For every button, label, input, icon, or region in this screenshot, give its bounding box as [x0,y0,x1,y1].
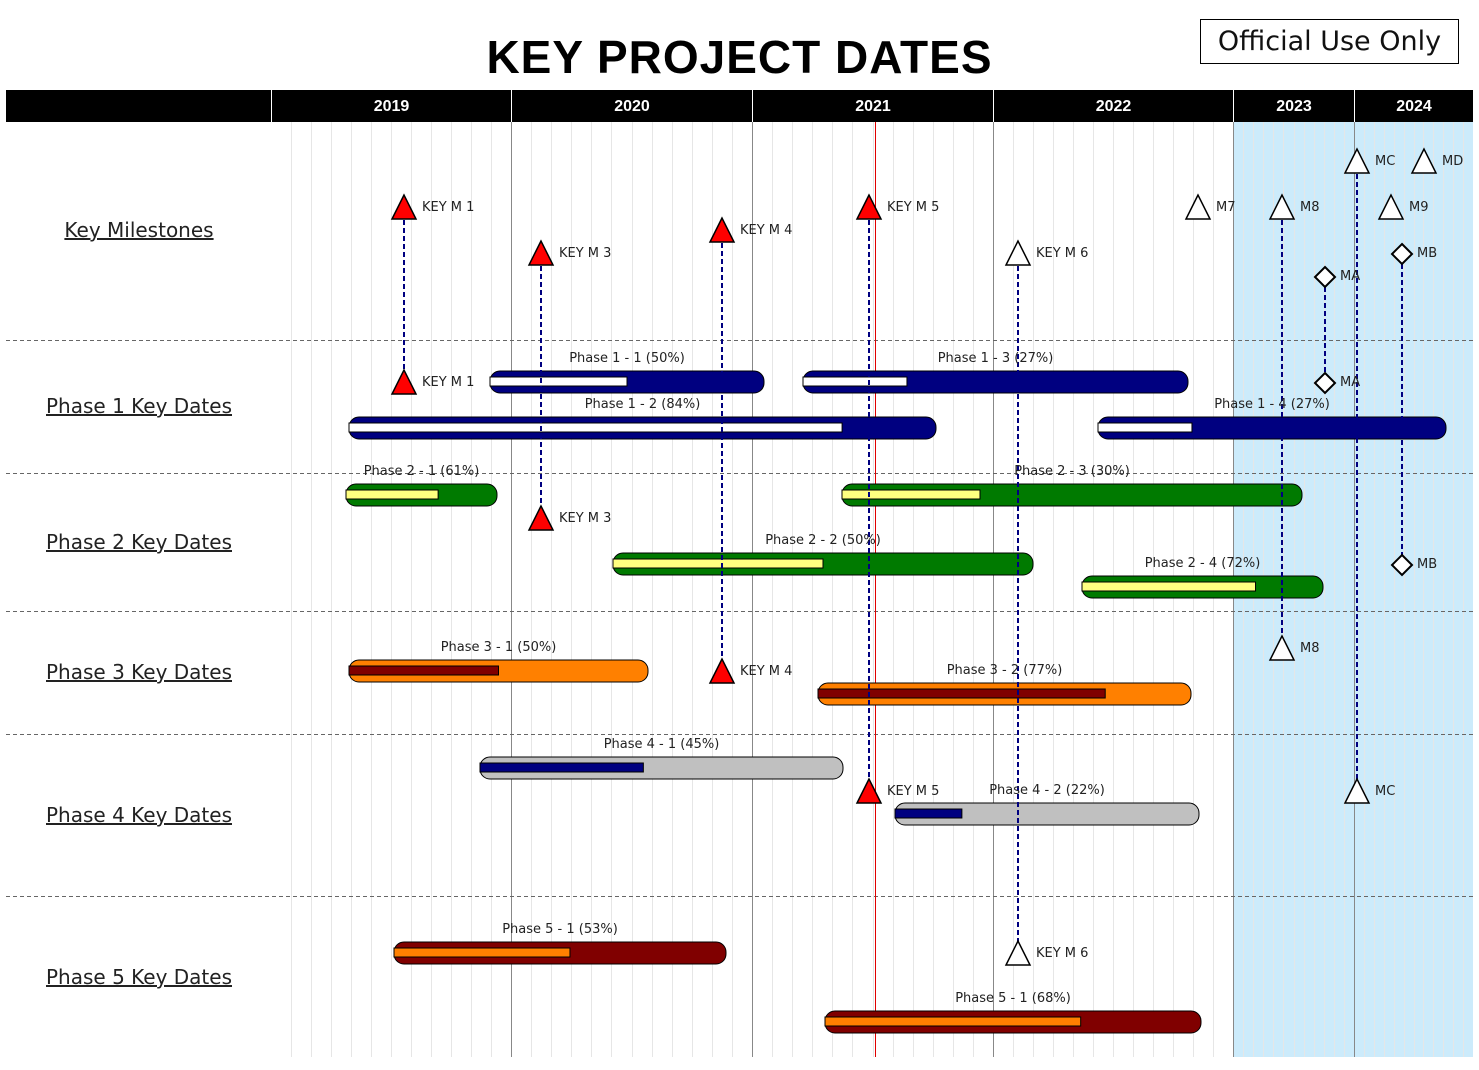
task-progress-bar [1081,581,1257,592]
year-header-2020: 2020 [511,90,752,122]
milestone-label: MA [1340,375,1361,390]
task-bar-label: Phase 2 - 3 (30%) [1014,464,1130,479]
milestone-diamond-icon [1390,242,1414,266]
task-progress-bar [894,808,963,819]
milestone-triangle-icon [1004,939,1032,966]
milestone-label: M7 [1216,200,1236,215]
row-label: Key Milestones [64,218,214,242]
milestone-label: MB [1417,246,1438,261]
task-bar-label: Phase 3 - 1 (50%) [440,640,557,655]
milestone-label: MB [1417,557,1438,572]
milestone-label: KEY M 3 [559,246,612,261]
task-bar-label: Phase 1 - 1 (50%) [569,351,685,366]
milestone-triangle-icon [708,216,736,243]
milestone-label: KEY M 4 [740,664,793,679]
task-progress-bar [841,489,981,500]
year-header-2024: 2024 [1354,90,1473,122]
milestone-triangle-icon [855,777,883,804]
task-progress-bar [348,422,843,433]
row-label: Phase 2 Key Dates [46,530,232,554]
milestone-triangle-icon [855,193,883,220]
task-progress-bar [345,489,439,500]
year-header-2021: 2021 [752,90,993,122]
task-progress-bar [824,1016,1082,1027]
gantt-plot-area [6,122,1473,1057]
milestone-triangle-icon [527,504,555,531]
task-bar-label: Phase 1 - 3 (27%) [937,351,1054,366]
chart-title: KEY PROJECT DATES [486,31,993,83]
milestone-triangle-icon [390,368,418,395]
milestone-diamond-icon [1313,371,1337,395]
milestone-label: KEY M 4 [740,223,793,238]
task-bar-label: Phase 2 - 2 (50%) [765,533,881,548]
milestone-label: MC [1375,784,1396,799]
milestone-label: KEY M 6 [1036,946,1089,961]
task-progress-bar [817,688,1106,699]
milestone-triangle-icon [1268,193,1296,220]
milestone-label: MA [1340,269,1361,284]
milestone-triangle-icon [1268,634,1296,661]
milestone-label: M8 [1300,200,1320,215]
task-bar-label: Phase 1 - 2 (84%) [584,397,701,412]
milestone-triangle-icon [1377,193,1405,220]
milestone-label: KEY M 1 [422,375,475,390]
task-progress-bar [393,947,571,958]
milestone-triangle-icon [1343,777,1371,804]
milestone-label: KEY M 3 [559,511,612,526]
milestone-label: MD [1442,154,1464,169]
milestone-triangle-icon [1004,239,1032,266]
task-bar-label: Phase 5 - 1 (68%) [955,991,1071,1006]
milestone-label: M8 [1300,641,1320,656]
task-progress-bar [479,762,644,773]
timeline-header [6,90,1473,122]
task-bar-label: Phase 2 - 4 (72%) [1144,556,1261,571]
task-progress-bar [612,558,824,569]
milestone-label: MC [1375,154,1396,169]
year-header-2022: 2022 [993,90,1233,122]
row-label: Phase 4 Key Dates [46,803,232,827]
milestone-diamond-icon [1313,265,1337,289]
milestone-triangle-icon [1410,147,1438,174]
task-progress-bar [348,665,499,676]
milestone-triangle-icon [1343,147,1371,174]
task-progress-bar [1097,422,1193,433]
row-label: Phase 5 Key Dates [46,965,232,989]
milestone-triangle-icon [390,193,418,220]
task-progress-bar [489,376,628,387]
milestone-triangle-icon [527,239,555,266]
task-bar-label: Phase 5 - 1 (53%) [502,922,618,937]
year-header-2019: 2019 [271,90,511,122]
task-bar-label: Phase 2 - 1 (61%) [363,464,480,479]
task-bar-label: Phase 4 - 2 (22%) [989,783,1105,798]
milestone-label: KEY M 6 [1036,246,1089,261]
task-progress-bar [802,376,908,387]
task-bar-label: Phase 1 - 4 (27%) [1214,397,1330,412]
row-label: Phase 3 Key Dates [46,660,232,684]
classification-badge: Official Use Only [1200,19,1459,64]
milestone-triangle-icon [708,657,736,684]
task-bar-label: Phase 4 - 1 (45%) [603,737,720,752]
milestone-label: M9 [1409,200,1429,215]
milestone-triangle-icon [1184,193,1212,220]
milestone-label: KEY M 5 [887,784,940,799]
milestone-label: KEY M 1 [422,200,475,215]
milestone-label: KEY M 5 [887,200,940,215]
row-label: Phase 1 Key Dates [46,394,232,418]
year-header-2023: 2023 [1233,90,1354,122]
task-bar-label: Phase 3 - 2 (77%) [946,663,1063,678]
shaded-region-2024 [1354,122,1473,1057]
milestone-diamond-icon [1390,553,1414,577]
